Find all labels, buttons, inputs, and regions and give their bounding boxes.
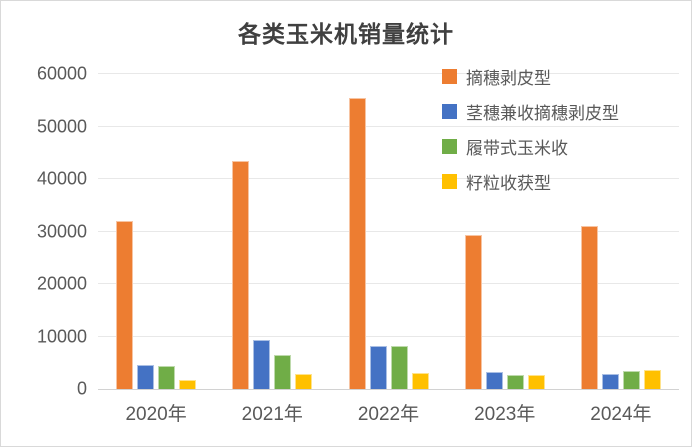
bar-履带式玉米收 <box>274 354 292 389</box>
x-tick-label: 2024年 <box>590 404 652 425</box>
bar-籽粒收获型 <box>527 375 545 389</box>
gridline <box>98 178 679 179</box>
x-axis: 2020年 2021年 2022年 2023年 2024年 <box>98 399 679 426</box>
bar-group-2024年 <box>563 74 679 389</box>
gridline <box>98 73 679 74</box>
bar-履带式玉米收 <box>158 365 176 389</box>
bar-茎穗兼收摘穗剥皮型 <box>369 346 387 389</box>
gridline <box>98 230 679 232</box>
y-tick-label: 0 <box>76 378 87 399</box>
plot-area <box>98 73 679 390</box>
bar-茎穗兼收摘穗剥皮型 <box>137 365 155 389</box>
y-tick-label: 10000 <box>36 326 87 346</box>
x-tick-label: 2021年 <box>241 404 303 425</box>
y-tick-label: 50000 <box>36 116 87 136</box>
legend-label: 摘穗剥皮型 <box>466 69 551 88</box>
legend-swatch-icon <box>442 174 457 189</box>
bar-摘穗剥皮型 <box>232 160 250 389</box>
bar-摘穗剥皮型 <box>348 97 366 389</box>
y-axis: 0 10000 20000 30000 40000 50000 60000 <box>5 64 87 399</box>
legend-label: 籽粒收获型 <box>466 174 551 193</box>
legend-item: 履带式玉米收 <box>442 129 619 164</box>
x-tick-label: 2023年 <box>474 404 536 425</box>
chart-title: 各类玉米机销量统计 <box>238 21 454 47</box>
legend-item: 籽粒收获型 <box>442 164 619 199</box>
bar-籽粒收获型 <box>295 373 313 389</box>
y-tick-label: 60000 <box>36 63 87 84</box>
bar-履带式玉米收 <box>506 375 524 389</box>
gridline <box>98 283 679 284</box>
bar-group-2023年 <box>447 74 563 389</box>
gridline <box>98 125 679 127</box>
bar-摘穗剥皮型 <box>464 235 482 389</box>
legend-label: 茎穗兼收摘穗剥皮型 <box>466 104 619 123</box>
bar-groups <box>98 74 679 389</box>
bar-履带式玉米收 <box>390 345 408 389</box>
x-tick-label: 2020年 <box>125 404 187 425</box>
legend-swatch-icon <box>442 104 457 119</box>
y-tick-label: 30000 <box>36 221 87 241</box>
gridline <box>98 335 679 337</box>
bar-籽粒收获型 <box>411 372 429 389</box>
legend-label: 履带式玉米收 <box>466 139 568 158</box>
bar-籽粒收获型 <box>179 379 197 389</box>
legend-swatch-icon <box>442 139 457 154</box>
legend-item: 茎穗兼收摘穗剥皮型 <box>442 94 619 129</box>
legend-swatch-icon <box>442 69 457 84</box>
legend: 摘穗剥皮型茎穗兼收摘穗剥皮型 履带式玉米收 籽粒收获型 <box>442 59 619 199</box>
bar-茎穗兼收摘穗剥皮型 <box>601 373 619 389</box>
bar-茎穗兼收摘穗剥皮型 <box>485 372 503 389</box>
legend-item: 摘穗剥皮型 <box>442 59 619 94</box>
x-tick-label: 2022年 <box>357 404 420 425</box>
bar-履带式玉米收 <box>622 370 640 389</box>
bar-茎穗兼收摘穗剥皮型 <box>253 340 271 389</box>
bar-group-2020年 <box>98 74 214 389</box>
bar-摘穗剥皮型 <box>580 226 598 389</box>
bar-group-2022年 <box>330 74 446 389</box>
bar-籽粒收获型 <box>643 370 661 389</box>
bar-group-2021年 <box>214 74 330 389</box>
y-tick-label: 20000 <box>36 273 87 294</box>
y-tick-label: 40000 <box>36 168 87 189</box>
bar-摘穗剥皮型 <box>116 221 134 389</box>
